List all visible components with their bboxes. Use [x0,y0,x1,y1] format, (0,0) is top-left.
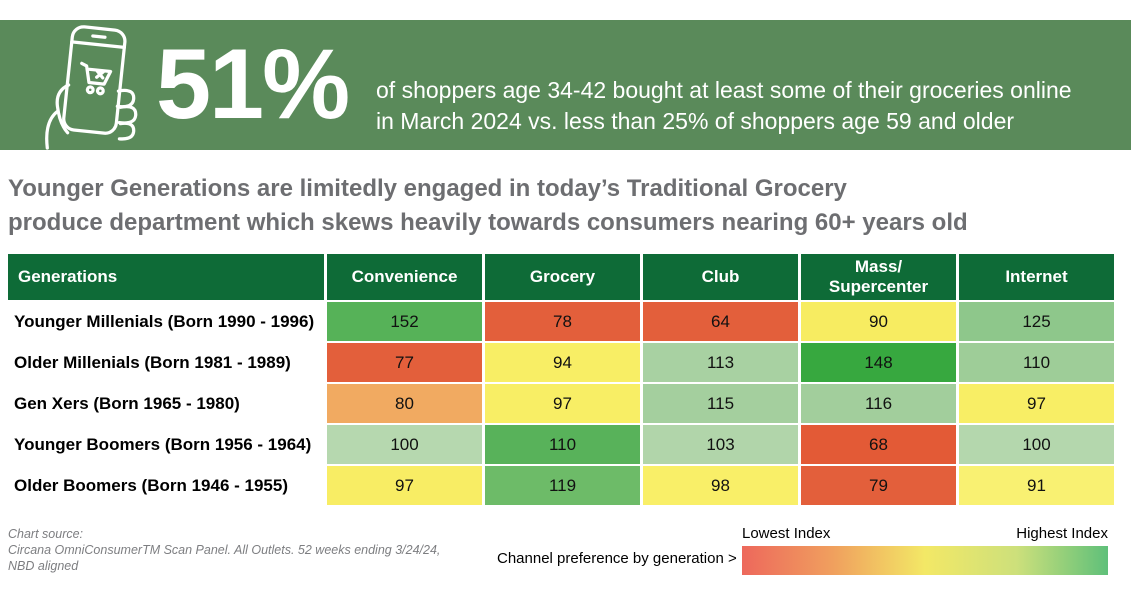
heatmap-cell: 64 [643,302,798,341]
chart-source-line3: NBD aligned [8,559,79,573]
heatmap-cell: 77 [327,343,482,382]
heatmap-cell: 97 [327,466,482,505]
heatmap-cell: 110 [485,425,640,464]
heatmap-cell: 148 [801,343,956,382]
gradient-bar [742,546,1108,575]
heatmap-cell: 80 [327,384,482,423]
column-header-mass-supercenter: Mass/ Supercenter [801,254,956,300]
heatmap-cell: 116 [801,384,956,423]
row-label-gen-xers: Gen Xers (Born 1965 - 1980) [8,384,324,423]
stat-value: 51% [156,28,350,139]
table-row: Older Boomers (Born 1946 - 1955) 97 119 … [8,466,1114,505]
heatmap-cell: 79 [801,466,956,505]
heatmap-cell: 91 [959,466,1114,505]
heatmap-cell: 125 [959,302,1114,341]
page-title: Younger Generations are limitedly engage… [8,172,968,240]
column-header-convenience: Convenience [327,254,482,300]
heatmap-cell: 97 [485,384,640,423]
table-row: Younger Boomers (Born 1956 - 1964) 100 1… [8,425,1114,464]
heatmap-cell: 97 [959,384,1114,423]
heatmap-cell: 68 [801,425,956,464]
chart-source-line1: Chart source: [8,527,84,541]
column-header-mass-supercenter-label: Mass/ Supercenter [828,257,929,296]
stat-description-line1: of shoppers age 34-42 bought at least so… [376,77,1072,103]
column-header-internet: Internet [959,254,1114,300]
heatmap-cell: 98 [643,466,798,505]
row-label-younger-boomers: Younger Boomers (Born 1956 - 1964) [8,425,324,464]
table-row: Older Millenials (Born 1981 - 1989) 77 9… [8,343,1114,382]
column-header-grocery: Grocery [485,254,640,300]
heatmap-cell: 115 [643,384,798,423]
phone-shopping-cart-icon [36,22,150,155]
heatmap-table: Generations Convenience Grocery Club Mas… [5,252,1117,507]
heatmap-cell: 90 [801,302,956,341]
stat-description-line2: in March 2024 vs. less than 25% of shopp… [376,108,1015,134]
heatmap-cell: 94 [485,343,640,382]
table-row: Younger Millenials (Born 1990 - 1996) 15… [8,302,1114,341]
legend-lowest-label: Lowest Index [742,525,831,542]
chart-source-line2: Circana OmniConsumerTM Scan Panel. All O… [8,543,441,557]
heatmap-cell: 100 [959,425,1114,464]
legend-lead-text: Channel preference by generation > [497,550,737,567]
header-row: Generations Convenience Grocery Club Mas… [8,254,1114,300]
column-header-club: Club [643,254,798,300]
stat-description: of shoppers age 34-42 bought at least so… [376,75,1072,137]
heatmap-cell: 78 [485,302,640,341]
heatmap-cell: 110 [959,343,1114,382]
heatmap-cell: 113 [643,343,798,382]
page-title-line1: Younger Generations are limitedly engage… [8,175,847,202]
table-row: Gen Xers (Born 1965 - 1980) 80 97 115 11… [8,384,1114,423]
column-header-generations: Generations [8,254,324,300]
stat-banner: 51% of shoppers age 34-42 bought at leas… [0,20,1131,150]
legend-highest-label: Highest Index [1016,525,1108,542]
heatmap-cell: 152 [327,302,482,341]
heatmap-cell: 100 [327,425,482,464]
page-title-line2: produce department which skews heavily t… [8,209,968,236]
index-legend: Lowest Index Highest Index [742,525,1108,575]
row-label-older-millenials: Older Millenials (Born 1981 - 1989) [8,343,324,382]
chart-source: Chart source: Circana OmniConsumerTM Sca… [8,526,440,574]
heatmap-cell: 119 [485,466,640,505]
legend-end-labels: Lowest Index Highest Index [742,525,1108,542]
row-label-older-boomers: Older Boomers (Born 1946 - 1955) [8,466,324,505]
row-label-younger-millenials: Younger Millenials (Born 1990 - 1996) [8,302,324,341]
heatmap-cell: 103 [643,425,798,464]
